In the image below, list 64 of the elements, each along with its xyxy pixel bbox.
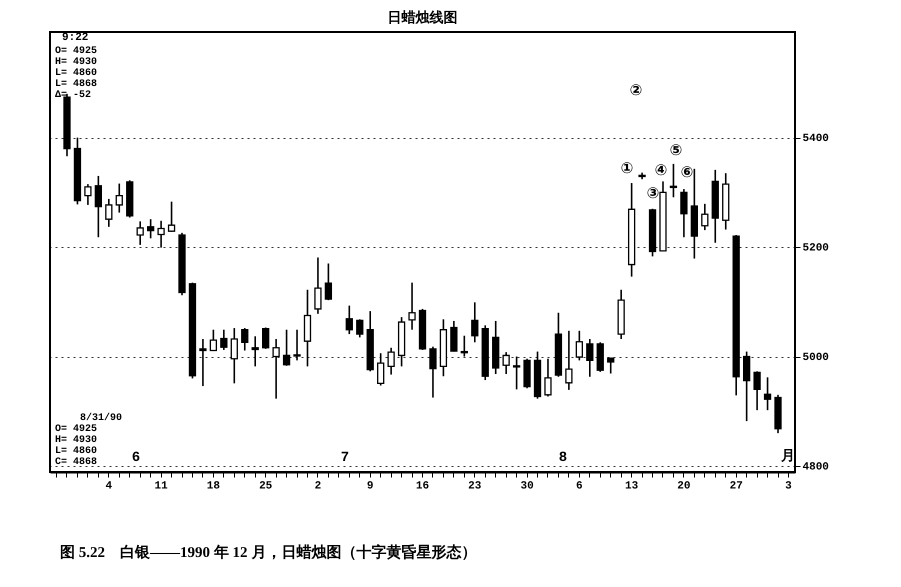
annotation: 6 [132,450,140,466]
candlestick [116,182,123,214]
annotation: 8 [558,450,568,466]
annotation: H= 4930 [55,57,98,68]
annotation: ④ [654,161,668,179]
annotation: C= 4868 [55,457,98,468]
x-tick-label: 23 [468,480,482,492]
annotation: L= 4860 [55,68,98,79]
annotation: 7 [340,450,350,466]
y-tick-label: 5400 [802,133,829,146]
annotation: ⑤ [670,141,682,159]
annotation: 月 [780,449,795,465]
candlestick [450,320,458,352]
annotation: O= 4925 [55,46,98,57]
x-tick-label: 9 [366,480,374,492]
annotation: ⑥ [680,163,694,181]
annotation: 9:22 [62,32,88,44]
x-tick-label: 18 [206,480,220,492]
candlestick [471,302,478,344]
candlestick [220,328,228,351]
candlestick [408,282,416,331]
candlestick [764,376,772,411]
candlestick [168,200,176,233]
candlestick [753,370,761,411]
candlestick [94,175,102,238]
x-tick-label: 3 [785,480,792,492]
x-tick-label: 16 [416,480,430,492]
y-tick-label: 5200 [802,242,829,255]
x-tick-label: 6 [576,480,583,492]
annotation: L= 4868 [55,79,98,90]
candlestick [680,188,688,238]
candlestick [314,256,322,315]
x-tick-label: 20 [677,480,691,492]
x-tick-label: 11 [154,480,168,492]
candlestick [241,327,248,352]
annotation: O= 4925 [55,424,98,435]
x-tick-label: 27 [730,480,743,492]
candlestick [136,220,144,246]
candlestick [262,326,270,350]
annotation: L= 4860 [55,446,98,457]
candlestick [346,304,353,335]
candlestick [356,318,364,338]
candlestick [105,198,112,228]
x-tick-label: 30 [520,480,534,492]
annotation: ① [620,159,634,177]
x-tick-label: 13 [625,480,639,492]
x-tick-label: 4 [106,480,113,492]
x-tick-label: 25 [259,480,273,492]
candlestick [701,203,708,231]
candlestick [324,262,332,301]
candlestick [670,163,678,198]
x-tick-label: 2 [314,480,322,492]
annotation: 8/31/90 [80,412,122,424]
caption: 图 5.22 白银——1990 年 12 月，日蜡烛图（十字黄昏星形态） [60,543,476,561]
annotation: Δ= -52 [55,90,92,101]
candlestick [146,218,154,240]
candlestick [84,183,92,206]
annotation: H= 4930 [55,435,98,446]
chart-title: 日蜡烛线图 [388,10,458,26]
y-tick-label: 4800 [802,461,829,474]
y-tick-label: 5000 [802,352,829,364]
candlestick [210,328,218,352]
annotation: ② [630,81,642,99]
annotation: ③ [646,184,660,202]
